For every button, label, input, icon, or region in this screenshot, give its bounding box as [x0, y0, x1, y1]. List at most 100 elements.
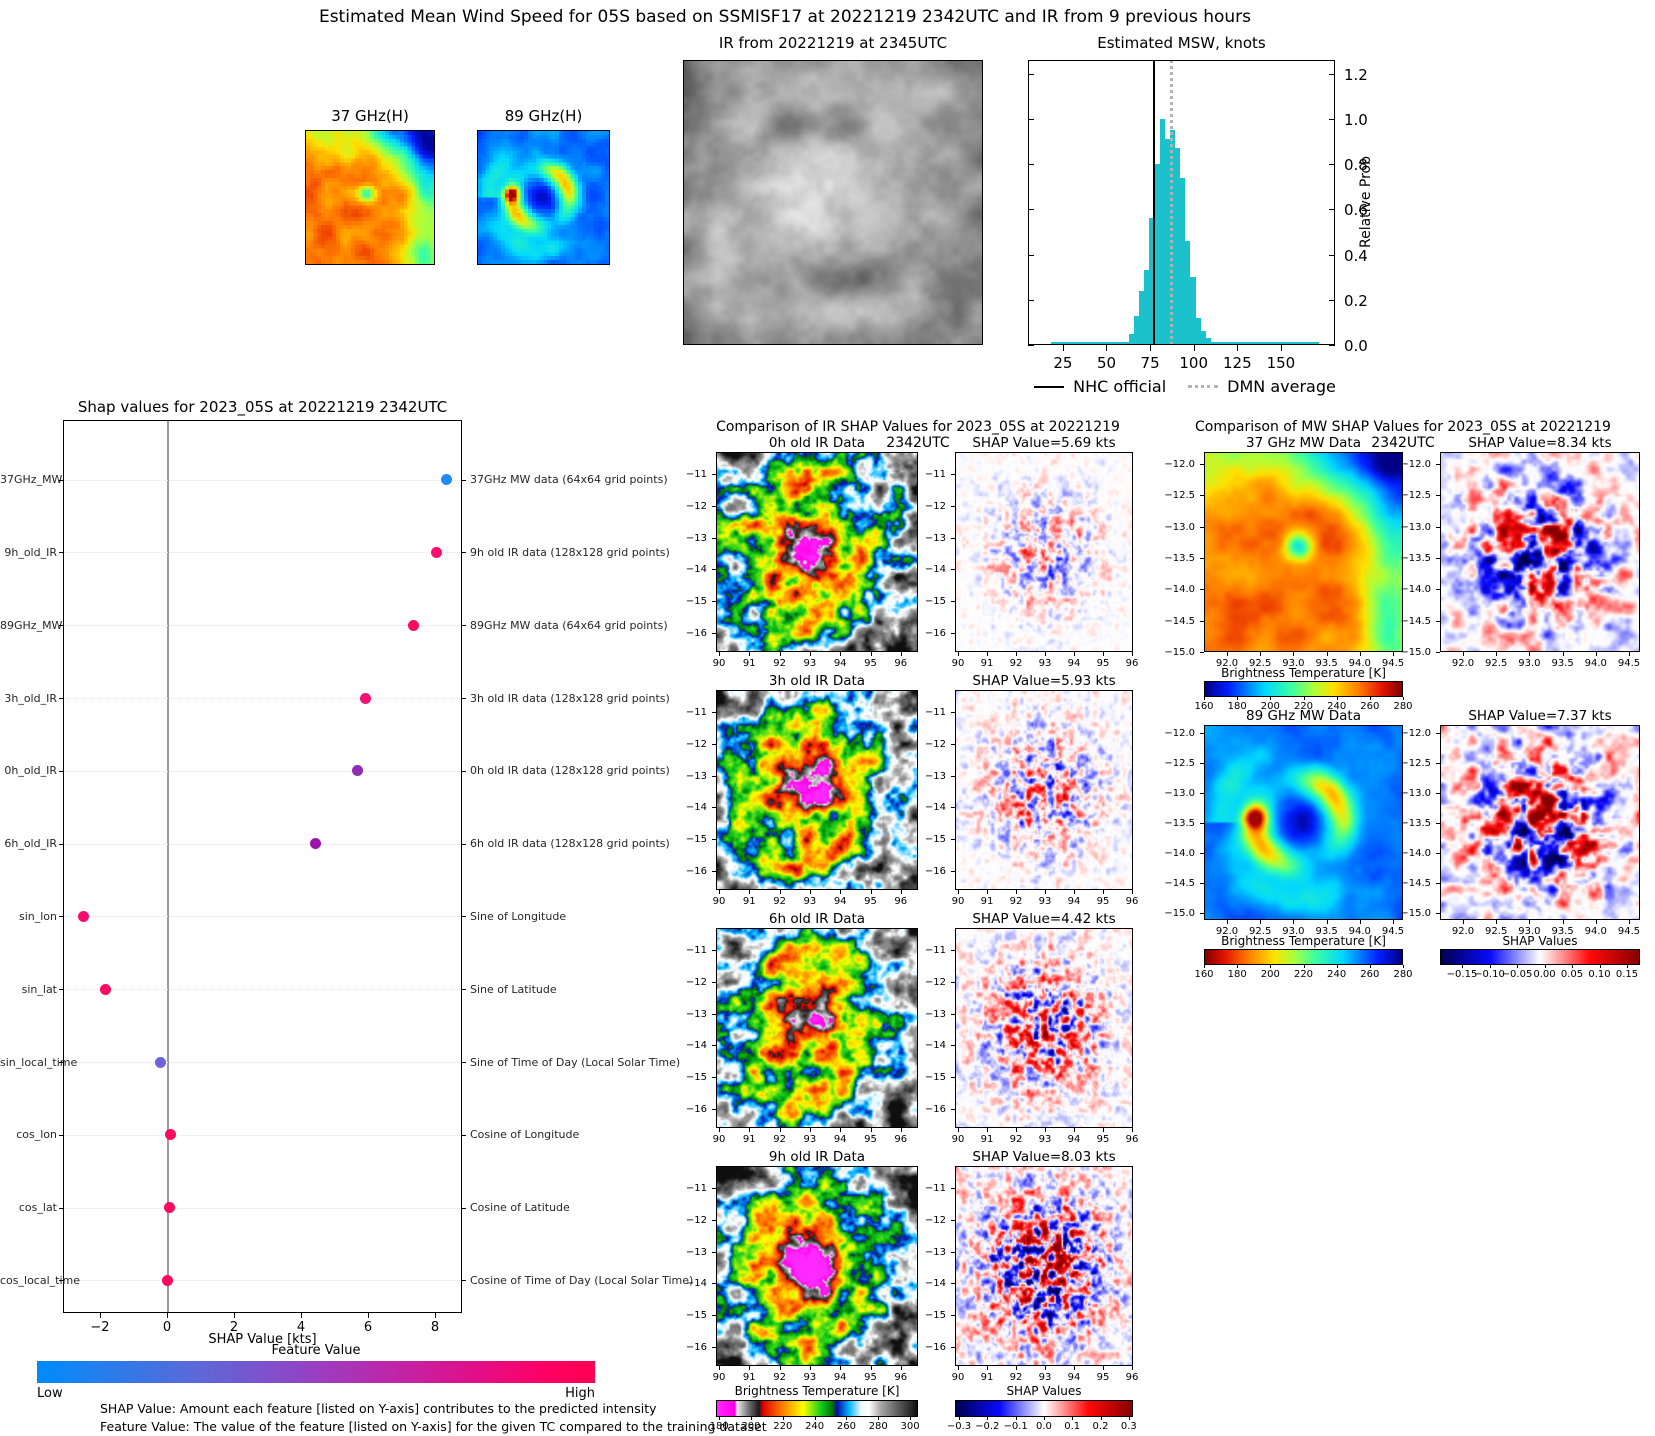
- axis-tick-mark: [1150, 345, 1152, 351]
- axis-tick-label: 0.15: [1615, 969, 1639, 980]
- axis-tick-mark: [779, 652, 781, 656]
- axis-tick-mark: [1227, 920, 1228, 924]
- shap-feature-description: Cosine of Time of Day (Local Solar Time): [470, 1273, 694, 1287]
- axis-tick-mark: [1329, 345, 1335, 346]
- axis-tick-label: −14: [924, 1278, 946, 1290]
- axis-tick-mark: [1237, 345, 1239, 351]
- axis-tick-mark: [1074, 890, 1075, 894]
- axis-tick-label: 92.0: [1215, 926, 1239, 937]
- shap-feature-name: cos_lon: [16, 1128, 57, 1142]
- ir-shap-title: SHAP Value=5.93 kts: [972, 673, 1116, 689]
- hist-legend: NHC official DMN average: [995, 377, 1375, 396]
- axis-tick-mark: [958, 1128, 959, 1132]
- shap-zero-line: [167, 421, 169, 1312]
- mw-data-image-1: [1204, 725, 1403, 920]
- shap-feature-description: Sine of Latitude: [470, 982, 557, 996]
- axis-tick-label: 200: [741, 1421, 761, 1432]
- axis-tick-mark: [1200, 763, 1204, 764]
- axis-tick-mark: [951, 775, 955, 777]
- axis-tick-label: −11: [924, 945, 946, 956]
- axis-tick-mark: [951, 1188, 955, 1189]
- footnote-feature-value: Feature Value: The value of the feature …: [100, 1419, 767, 1434]
- shap-dot: [440, 474, 452, 486]
- axis-tick-mark: [1436, 526, 1440, 528]
- axis-tick-mark: [1016, 1366, 1017, 1370]
- axis-tick-mark: [1599, 965, 1601, 968]
- axis-tick-label: 50: [1096, 354, 1117, 372]
- axis-tick-mark: [1200, 883, 1204, 884]
- axis-tick-mark: [719, 1128, 720, 1132]
- axis-tick-mark: [1359, 920, 1361, 924]
- axis-tick-mark: [1303, 965, 1305, 968]
- axis-tick-mark: [1200, 733, 1204, 734]
- shap-feature-name: 0h_old_IR: [4, 764, 57, 778]
- axis-tick-mark: [59, 843, 63, 845]
- axis-tick-mark: [1103, 1128, 1104, 1132]
- feature-value-colorbar: [37, 1361, 595, 1383]
- axis-tick-mark: [750, 1417, 752, 1420]
- mw-shap-title: SHAP Value=7.37 kts: [1468, 708, 1612, 724]
- axis-tick-label: 93: [1038, 658, 1052, 669]
- ir-shap-image-1: [955, 690, 1133, 890]
- axis-tick-mark: [1045, 1128, 1046, 1132]
- axis-tick-mark: [1326, 920, 1328, 924]
- axis-tick-mark: [1436, 883, 1440, 884]
- axis-tick-mark: [1463, 652, 1464, 656]
- axis-tick-mark: [1100, 1417, 1102, 1420]
- axis-tick-label: 6: [363, 1320, 373, 1335]
- axis-tick-mark: [1436, 651, 1440, 653]
- axis-tick-label: 0.05: [1560, 969, 1584, 980]
- axis-tick-mark: [840, 1128, 842, 1132]
- axis-tick-label: 300: [900, 1421, 920, 1432]
- axis-tick-label: 0.8: [1344, 156, 1368, 175]
- axis-tick-label: 92.0: [1451, 658, 1475, 669]
- shap-feature-name: sin_lat: [21, 982, 57, 996]
- mw-bt-colorbar: [1204, 949, 1403, 965]
- axis-tick-label: 0.00: [1533, 969, 1556, 980]
- axis-tick-label: 91: [742, 1134, 756, 1145]
- axis-tick-label: −12: [924, 500, 946, 512]
- axis-tick-mark: [1103, 1366, 1104, 1370]
- shap-gridline: [65, 1134, 460, 1136]
- mw37-small-image: [305, 130, 435, 265]
- shap-gridline: [65, 625, 460, 627]
- shap-gridline: [65, 989, 460, 991]
- axis-tick-label: 92.0: [1215, 658, 1239, 669]
- hist-frame: [1028, 60, 1335, 345]
- axis-tick-mark: [301, 1313, 302, 1318]
- axis-tick-mark: [958, 1366, 959, 1370]
- axis-tick-mark: [712, 1188, 716, 1189]
- axis-tick-mark: [1227, 652, 1228, 656]
- axis-tick-label: 93: [1038, 1134, 1052, 1145]
- axis-tick-mark: [958, 890, 959, 894]
- axis-tick-mark: [1462, 965, 1463, 968]
- shap-feature-description: Cosine of Latitude: [470, 1201, 570, 1215]
- axis-tick-mark: [1329, 254, 1335, 256]
- ir-data-image-2: [716, 928, 918, 1128]
- axis-tick-mark: [462, 989, 466, 991]
- axis-tick-label: −16: [924, 1104, 946, 1115]
- axis-tick-mark: [1329, 299, 1335, 301]
- axis-tick-label: 0.10: [1588, 969, 1611, 980]
- axis-tick-label: 90: [951, 896, 965, 907]
- axis-tick-mark: [951, 1045, 955, 1047]
- axis-tick-label: −13: [685, 1246, 707, 1258]
- ir-shap-image-0: [955, 452, 1133, 652]
- axis-tick-label: 95: [864, 1372, 877, 1383]
- axis-tick-mark: [1132, 1128, 1133, 1132]
- shap-feature-description: Sine of Time of Day (Local Solar Time): [470, 1055, 681, 1069]
- axis-tick-label: 94.0: [1348, 658, 1371, 669]
- axis-tick-mark: [712, 569, 716, 571]
- axis-tick-mark: [840, 890, 842, 894]
- axis-tick-mark: [987, 652, 988, 656]
- axis-tick-mark: [1369, 965, 1371, 968]
- axis-tick-mark: [712, 950, 716, 951]
- hist-bar: [1134, 315, 1140, 345]
- axis-tick-label: −11: [685, 707, 707, 718]
- axis-tick-label: −11: [924, 469, 946, 480]
- axis-tick-mark: [900, 1128, 902, 1132]
- axis-tick-label: 91: [980, 1134, 994, 1145]
- axis-tick-mark: [719, 652, 720, 656]
- axis-tick-label: 200: [1260, 969, 1280, 980]
- axis-tick-mark: [1303, 697, 1305, 700]
